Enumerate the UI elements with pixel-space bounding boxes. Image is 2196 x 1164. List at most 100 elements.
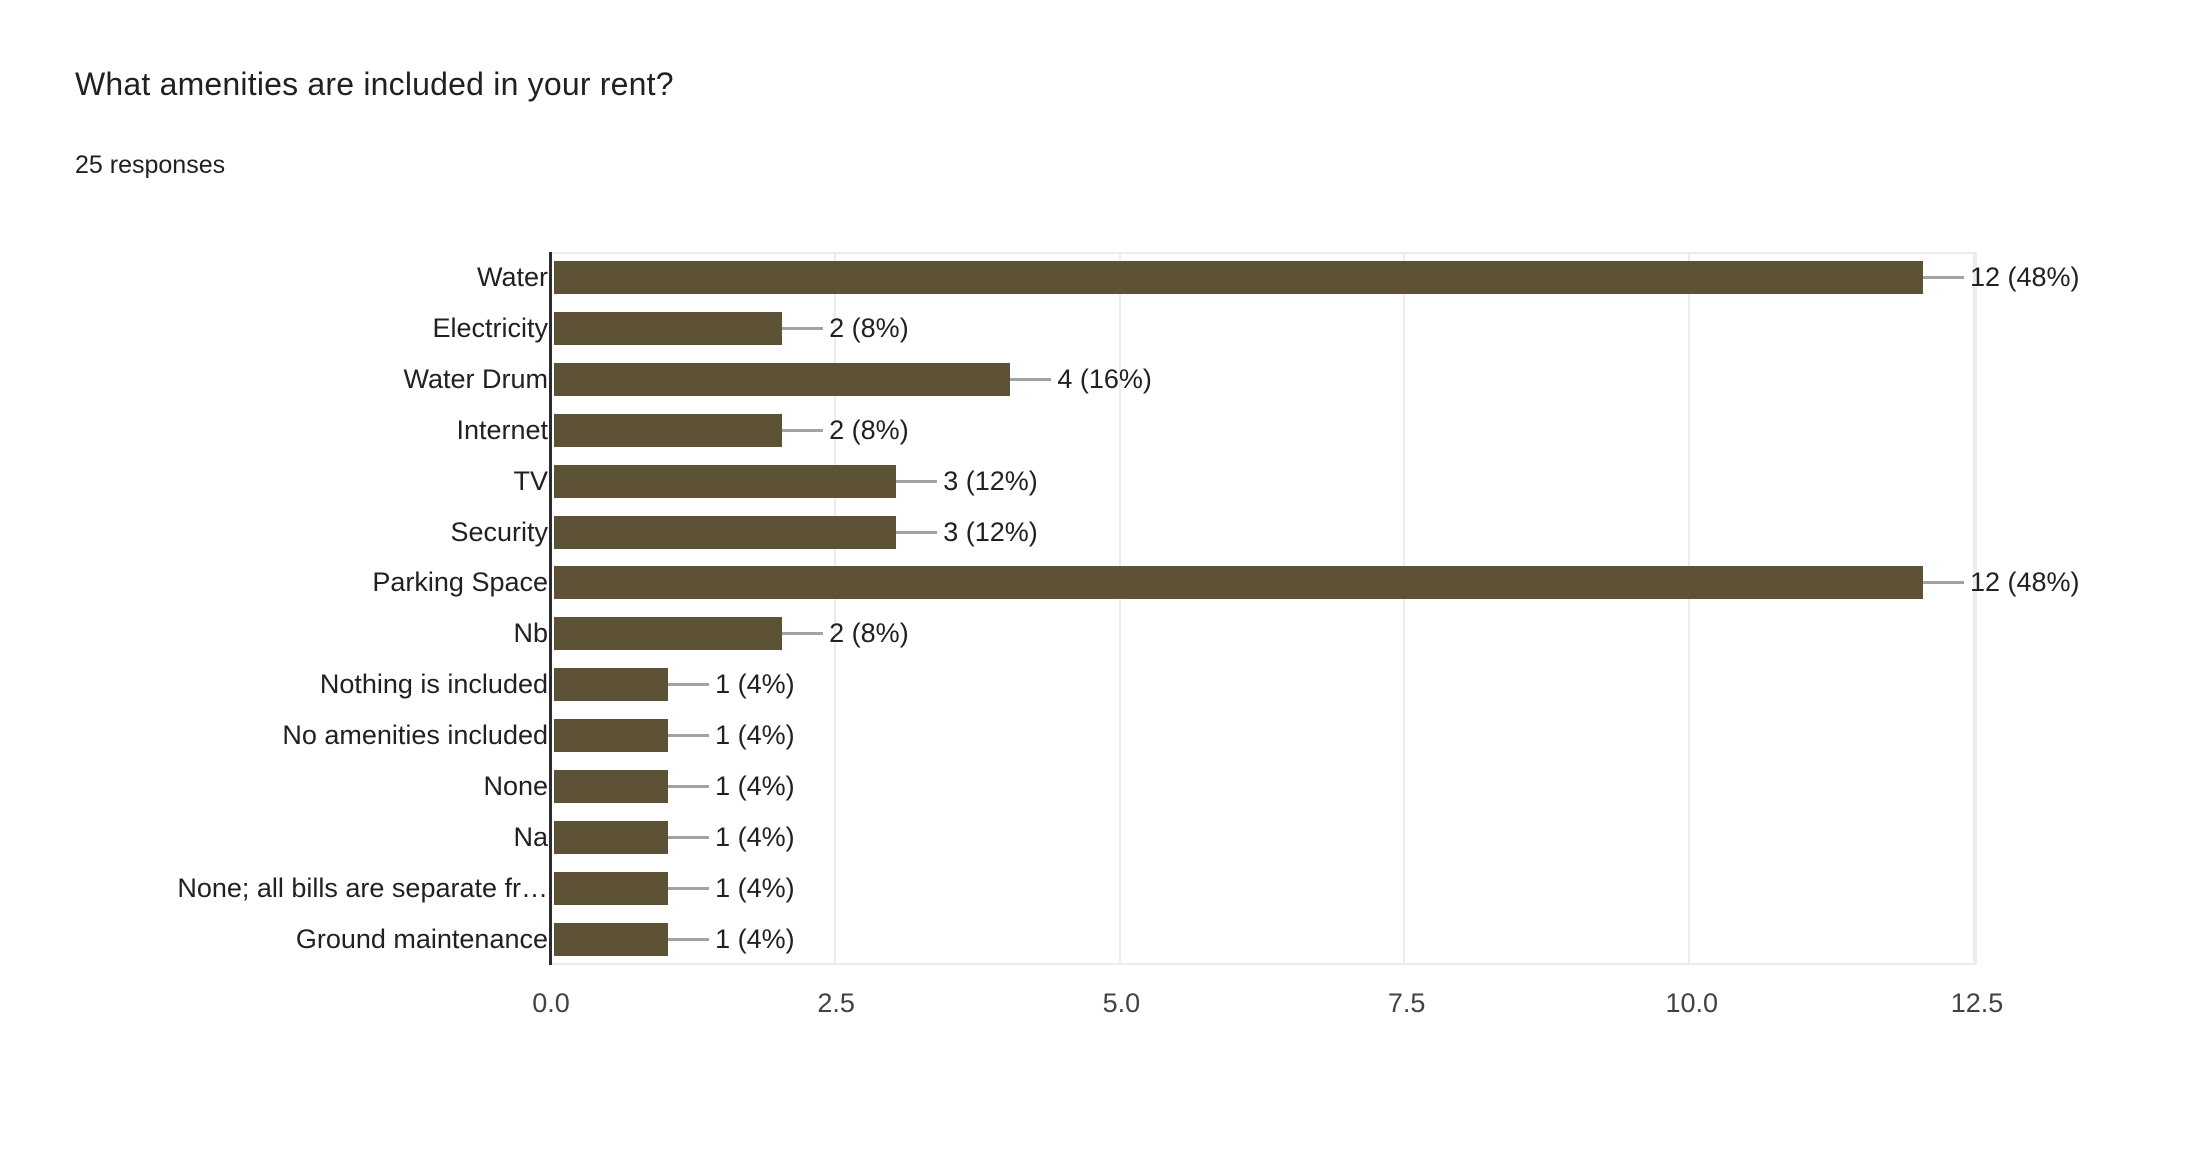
category-label: No amenities included: [282, 720, 548, 751]
bar: [554, 566, 1923, 600]
bar-track: 1 (4%): [554, 710, 1980, 761]
bar: [554, 362, 1011, 396]
callout-line: [782, 632, 824, 636]
x-tick-label: 10.0: [1665, 988, 1719, 1018]
bar-track: 1 (4%): [554, 914, 1980, 965]
category-label: Security: [450, 516, 548, 547]
bar-row: No amenities included 1 (4%): [0, 710, 2196, 761]
value-label: 12 (48%): [1969, 567, 2080, 598]
category-label: Water: [476, 261, 548, 292]
bar: [554, 260, 1923, 294]
gridline-x-10: [1688, 254, 1691, 963]
value-label: 2 (8%): [829, 312, 909, 343]
bar: [554, 821, 669, 855]
bar-track: 2 (8%): [554, 608, 1980, 659]
callout-line: [668, 887, 710, 891]
bar-track: 3 (12%): [554, 456, 1980, 507]
callout-line: [1922, 581, 1964, 585]
callout-line: [782, 326, 824, 330]
bar-track: 12 (48%): [554, 252, 2080, 303]
category-label: None: [483, 771, 548, 802]
callout-line: [896, 479, 938, 483]
category-label: Parking Space: [372, 567, 548, 598]
bar-row: None 1 (4%): [0, 761, 2196, 812]
x-tick-label: 2.5: [817, 988, 855, 1018]
bar: [554, 413, 783, 447]
bar-row: Ground maintenance 1 (4%): [0, 914, 2196, 965]
category-label: Electricity: [432, 312, 548, 343]
bar-track: 12 (48%): [554, 558, 2080, 609]
value-label: 2 (8%): [829, 618, 909, 649]
bar-row: Water 12 (48%): [0, 252, 2196, 303]
gridline-x-2.5: [833, 254, 836, 963]
bar-row: Na 1 (4%): [0, 812, 2196, 863]
value-label: 1 (4%): [715, 720, 795, 751]
bar-row: Parking Space 12 (48%): [0, 558, 2196, 609]
bar: [554, 922, 669, 956]
bar: [554, 770, 669, 804]
chart-title: What amenities are included in your rent…: [75, 66, 674, 102]
callout-line: [668, 937, 710, 941]
bar-track: 2 (8%): [554, 303, 1980, 354]
x-tick-label: 7.5: [1387, 988, 1426, 1018]
bar: [554, 515, 897, 549]
category-label: Nb: [513, 618, 548, 649]
bar: [554, 872, 669, 906]
category-label: Water Drum: [403, 363, 548, 394]
bar: [554, 311, 783, 345]
callout-line: [782, 428, 824, 432]
callout-line: [668, 734, 710, 738]
bar-track: 3 (12%): [554, 507, 1980, 558]
value-label: 3 (12%): [943, 516, 1038, 547]
bar-track: 1 (4%): [554, 812, 1980, 863]
bar: [554, 719, 669, 753]
value-label: 1 (4%): [715, 771, 795, 802]
bar-row: Nb 2 (8%): [0, 608, 2196, 659]
callout-line: [668, 785, 710, 789]
bar-row: TV 3 (12%): [0, 456, 2196, 507]
bar-row: Security 3 (12%): [0, 507, 2196, 558]
bar-row: Internet 2 (8%): [0, 405, 2196, 456]
callout-line: [668, 836, 710, 840]
x-tick-label: 0.0: [532, 988, 570, 1018]
value-label: 1 (4%): [715, 923, 795, 954]
value-label: 12 (48%): [1969, 261, 2080, 292]
value-label: 1 (4%): [715, 669, 795, 700]
callout-line: [1922, 275, 1964, 279]
bar-track: 2 (8%): [554, 405, 1980, 456]
gridline-x-7.5: [1403, 254, 1406, 963]
value-label: 1 (4%): [715, 873, 795, 904]
callout-line: [896, 530, 938, 534]
bar-track: 1 (4%): [554, 761, 1980, 812]
bar-track: 1 (4%): [554, 659, 1980, 710]
callout-line: [668, 683, 710, 687]
category-label: Internet: [456, 414, 548, 445]
bar-track: 4 (16%): [554, 354, 1980, 405]
x-tick-label: 12.5: [1950, 988, 2004, 1018]
category-label: None; all bills are separate fr…: [177, 873, 548, 904]
x-tick-label: 5.0: [1102, 988, 1141, 1018]
bar: [554, 617, 783, 651]
bar-row: Nothing is included 1 (4%): [0, 659, 2196, 710]
bar-row: None; all bills are separate fr… 1 (4%): [0, 863, 2196, 914]
callout-line: [1010, 377, 1052, 381]
response-count: 25 responses: [75, 151, 226, 179]
value-label: 3 (12%): [943, 465, 1038, 496]
bar: [554, 464, 897, 498]
value-label: 1 (4%): [715, 822, 795, 853]
plot-area: [551, 252, 1977, 965]
bar-rows: Water 12 (48%) Electricity 2 (8%) Water Drum…: [0, 252, 2196, 965]
category-label: Ground maintenance: [295, 923, 548, 954]
gridline-x-12.5: [1973, 254, 1975, 963]
bar: [554, 668, 669, 702]
bar-track: 1 (4%): [554, 863, 1980, 914]
bar-row: Water Drum 4 (16%): [0, 354, 2196, 405]
bar-row: Electricity 2 (8%): [0, 303, 2196, 354]
value-label: 4 (16%): [1057, 363, 1152, 394]
category-label: Na: [513, 822, 548, 853]
y-axis-line: [549, 252, 552, 965]
value-label: 2 (8%): [829, 414, 909, 445]
x-axis: 0.0 2.5 5.0 7.5 10.0 12.5: [532, 988, 2003, 1028]
category-label: TV: [513, 465, 548, 496]
gridline-x-5: [1118, 254, 1121, 963]
